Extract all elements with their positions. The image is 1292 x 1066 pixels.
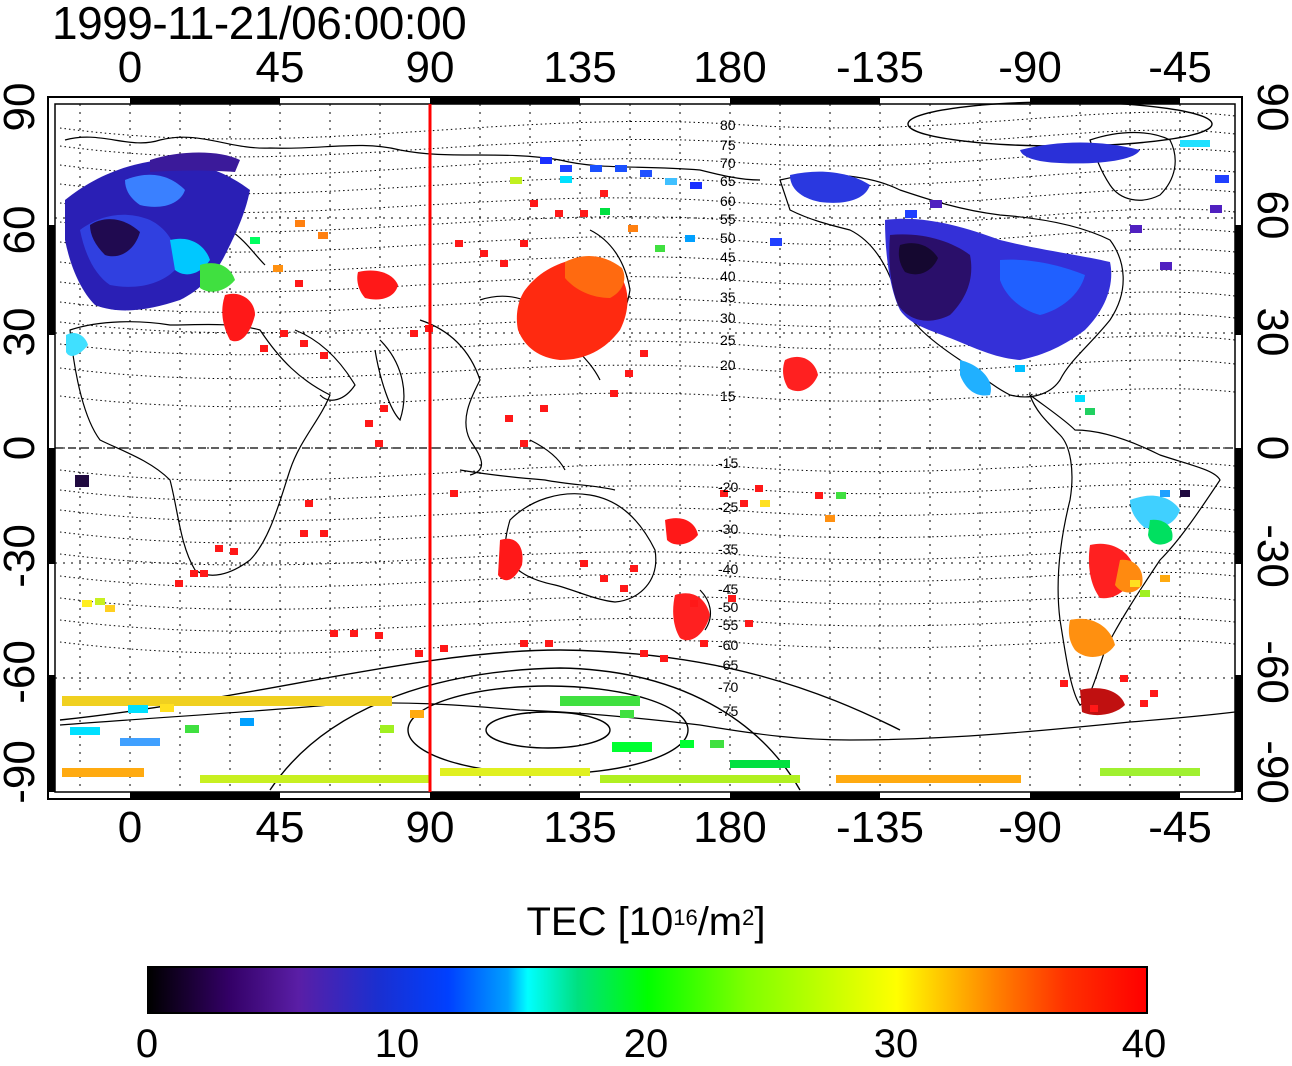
top-lon-label: -45 — [1148, 43, 1212, 92]
bottom-lon-label: 45 — [256, 803, 305, 852]
contour-label: 75 — [720, 137, 736, 153]
right-lat-label: 60 — [1248, 191, 1292, 240]
colorbar-tick: 40 — [1121, 1022, 1167, 1066]
contour-label: 20 — [720, 357, 736, 373]
top-lon-label: 45 — [256, 43, 305, 92]
colorbar-tick: 0 — [135, 1022, 159, 1066]
left-lat-label: -60 — [0, 640, 44, 704]
right-lat-label: -60 — [1248, 640, 1292, 704]
contour-label: 30 — [720, 310, 736, 326]
colorbar-title: TEC [1016/m2] — [526, 900, 766, 944]
right-lat-label: 90 — [1248, 83, 1292, 132]
left-lat-label: -30 — [0, 524, 44, 588]
timestamp: 1999-11-21/06:00:00 — [52, 0, 467, 49]
contour-label: -30 — [718, 521, 738, 537]
colorbar-tick: 20 — [623, 1022, 669, 1066]
top-lon-label: 90 — [406, 43, 455, 92]
contour-labels: 80 75 70 65 60 55 50 45 40 35 30 25 20 1… — [718, 117, 738, 719]
bottom-lon-label: 0 — [118, 803, 142, 852]
contour-label: 35 — [720, 289, 736, 305]
top-lon-label: 0 — [118, 43, 142, 92]
colorbar-tick: 10 — [374, 1022, 420, 1066]
top-lon-label: 180 — [693, 43, 766, 92]
contour-label: 60 — [720, 193, 736, 209]
contour-label: 40 — [720, 268, 736, 284]
left-lat-label: -90 — [0, 740, 44, 804]
colorbar — [147, 966, 1148, 1014]
contour-label: -20 — [718, 479, 738, 495]
contour-label: 25 — [720, 332, 736, 348]
contour-label: -70 — [718, 679, 738, 695]
bottom-lon-label: -135 — [836, 803, 924, 852]
contour-label: 80 — [720, 117, 736, 133]
contour-label: -40 — [718, 561, 738, 577]
tec-map: 0 45 90 135 180 -135 -90 -45 0 45 90 135… — [0, 43, 1292, 852]
tec-data — [62, 142, 1200, 783]
bottom-lon-label: 135 — [543, 803, 616, 852]
right-lat-label: 0 — [1248, 436, 1292, 460]
contour-label: -45 — [718, 581, 738, 597]
contour-label: -50 — [718, 599, 738, 615]
contour-label: 50 — [720, 230, 736, 246]
bottom-lon-label: 90 — [406, 803, 455, 852]
top-lon-label: 135 — [543, 43, 616, 92]
contour-label: -75 — [718, 703, 738, 719]
left-lat-label: 0 — [0, 436, 44, 460]
top-lon-label: -135 — [836, 43, 924, 92]
tec-markers-mixed — [75, 140, 1229, 748]
left-lat-label: 30 — [0, 308, 44, 357]
colorbar-tick: 30 — [873, 1022, 919, 1066]
contour-label: 15 — [720, 388, 736, 404]
contour-label: 45 — [720, 249, 736, 265]
left-lat-label: 60 — [0, 206, 44, 255]
contour-label: 65 — [720, 173, 736, 189]
contour-label: 70 — [720, 155, 736, 171]
bottom-lon-label: -90 — [998, 803, 1062, 852]
contour-label: 55 — [720, 211, 736, 227]
right-lat-label: 30 — [1248, 308, 1292, 357]
right-lat-label: -30 — [1248, 524, 1292, 588]
contour-label: -25 — [718, 499, 738, 515]
contour-label: -65 — [718, 657, 738, 673]
contour-label: -35 — [718, 541, 738, 557]
right-lat-label: -90 — [1248, 740, 1292, 804]
bottom-lon-label: 180 — [693, 803, 766, 852]
contour-label: -15 — [718, 455, 738, 471]
bottom-lon-label: -45 — [1148, 803, 1212, 852]
contour-label: -60 — [718, 637, 738, 653]
left-lat-label: 90 — [0, 83, 44, 132]
top-lon-label: -90 — [998, 43, 1062, 92]
contour-label: -55 — [718, 617, 738, 633]
